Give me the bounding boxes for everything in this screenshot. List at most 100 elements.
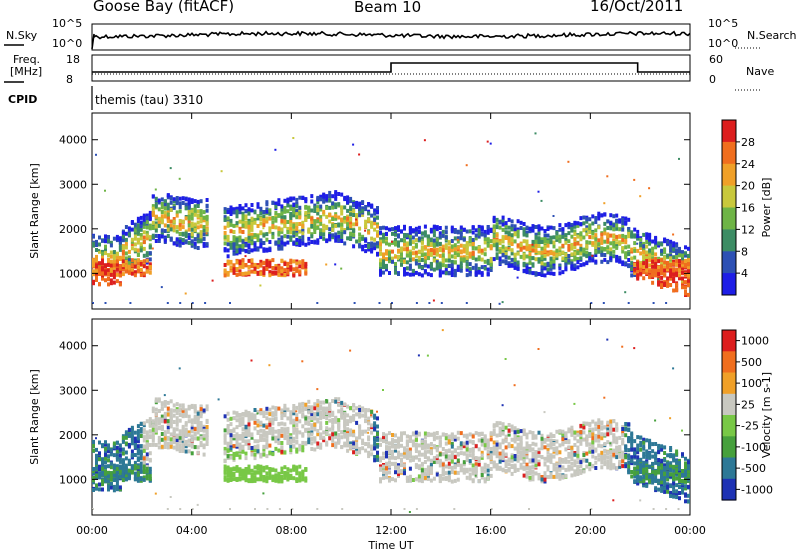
vel-cell (310, 432, 314, 437)
power-cell (528, 229, 532, 234)
power-cell (229, 243, 233, 247)
power-cell (522, 252, 526, 257)
vel-cell (316, 429, 320, 433)
vel-cell (280, 470, 284, 475)
power-cell (546, 270, 550, 275)
power-cell (669, 243, 673, 248)
power-cell (352, 244, 356, 249)
power-cell (271, 270, 275, 275)
power-cell (250, 216, 254, 221)
power-cell (373, 217, 377, 222)
power-cell (283, 219, 287, 224)
vel-cell (223, 414, 227, 419)
vel-cell (148, 417, 152, 422)
power-cell (238, 206, 242, 211)
power-cell (304, 262, 308, 267)
power-cell (139, 233, 143, 237)
ytick-label: 3000 (59, 178, 87, 191)
power-cell (101, 251, 104, 256)
vel-cell (301, 440, 305, 445)
power-cell (579, 256, 583, 261)
power-cell (235, 221, 239, 226)
power-cell (513, 265, 517, 270)
power-cell (522, 268, 526, 273)
power-cell (289, 215, 293, 220)
power-cell (289, 230, 293, 235)
power-cell (444, 230, 448, 235)
vel-cell (379, 456, 382, 461)
power-cell (148, 257, 152, 262)
vel-cell (274, 416, 278, 421)
power-cell (672, 255, 676, 260)
power-cell (501, 227, 505, 232)
power-cell (636, 234, 640, 239)
power-cell (151, 233, 155, 238)
power-cell (304, 216, 308, 221)
power-cell (259, 221, 263, 226)
vel-cell (124, 430, 128, 435)
power-cell (630, 273, 634, 278)
power-cell (426, 264, 430, 269)
power-cell (265, 267, 269, 271)
vel-cell (268, 407, 272, 412)
power-cell (280, 246, 284, 251)
power-cell (624, 234, 628, 239)
vel-cell (244, 478, 248, 483)
vel-cell (385, 450, 388, 455)
vel-cell (139, 421, 143, 426)
power-cell (633, 241, 637, 246)
power-cell (163, 214, 167, 219)
vel-cell (283, 431, 287, 436)
power-cell (564, 240, 568, 245)
power-cell (160, 234, 164, 239)
power-cell (109, 243, 113, 248)
power-cell (606, 245, 610, 250)
power-cell (525, 270, 529, 275)
vel-cell (235, 435, 239, 440)
power-cell (624, 245, 628, 250)
vel-cell (304, 478, 308, 483)
vel-cell (265, 434, 269, 439)
power-cell (438, 231, 442, 236)
power-cell (199, 224, 203, 229)
vel-cell (202, 433, 206, 438)
vel-cell (265, 425, 269, 430)
vel-cell (190, 429, 194, 434)
vel-cell (352, 408, 356, 413)
vel-cell (289, 410, 293, 415)
vel-cell (280, 449, 284, 454)
vel-cell (136, 478, 140, 483)
power-cell (292, 233, 296, 238)
power-cell (172, 205, 176, 210)
vel-cell (388, 441, 391, 446)
power-cell (435, 252, 439, 257)
vel-cell (283, 427, 287, 432)
vel-cell (160, 432, 164, 436)
power-cell (202, 243, 206, 248)
vel-cell (232, 472, 236, 476)
power-cell (501, 215, 505, 220)
vel-cell (391, 449, 394, 454)
vel-cell (379, 464, 382, 469)
vel-cell (286, 467, 290, 472)
power-cell (417, 225, 421, 230)
vel-cell (139, 476, 143, 481)
power-cell (597, 245, 601, 250)
vel-cell (325, 411, 329, 416)
power-cell (675, 273, 679, 278)
power-cell (385, 263, 388, 268)
power-cell (292, 202, 296, 207)
power-cell (127, 255, 131, 260)
power-cell (651, 239, 655, 244)
vel-cell (205, 418, 209, 423)
vel-cell (280, 426, 284, 431)
vel-cell (184, 427, 188, 432)
power-cell (420, 253, 424, 258)
power-cell (157, 220, 161, 225)
power-dot (507, 247, 510, 250)
power-cell (154, 223, 158, 228)
vel-cell (109, 485, 113, 490)
vel-dot (163, 394, 166, 397)
power-cell (654, 242, 658, 247)
power-dot (633, 178, 636, 181)
